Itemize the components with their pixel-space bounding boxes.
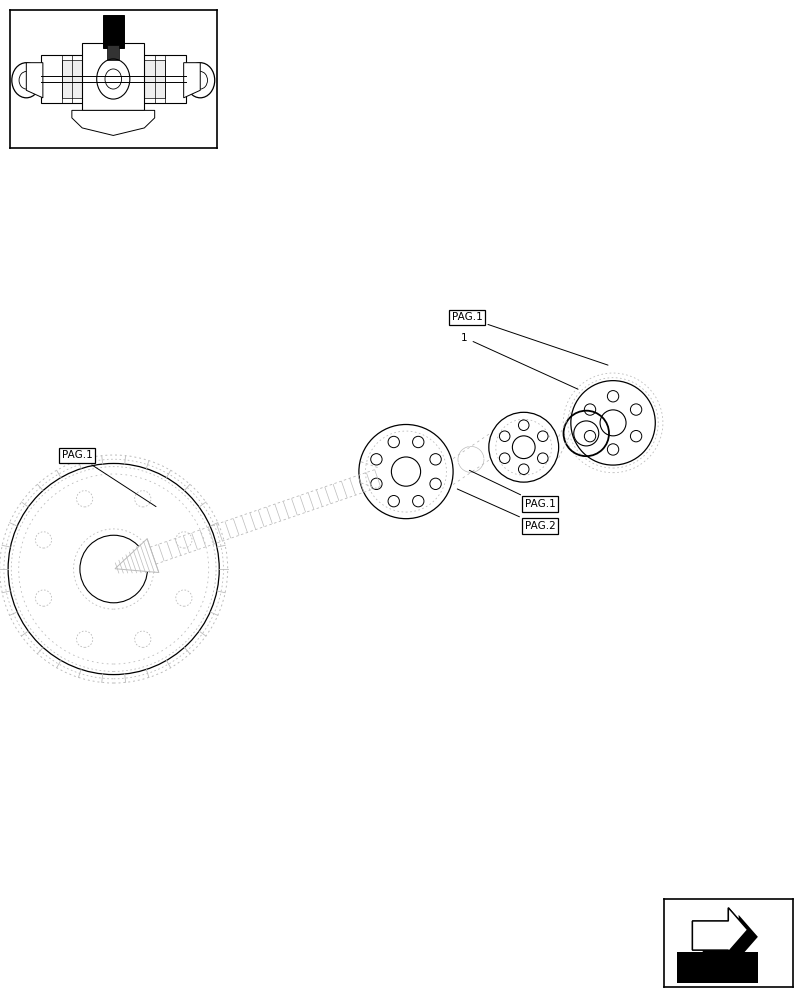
Polygon shape	[82, 43, 144, 110]
Polygon shape	[183, 63, 200, 98]
Circle shape	[19, 71, 33, 89]
Circle shape	[193, 71, 208, 89]
Polygon shape	[26, 63, 43, 98]
Circle shape	[186, 63, 214, 98]
Polygon shape	[72, 110, 155, 135]
Polygon shape	[702, 915, 757, 959]
Text: PAG.1: PAG.1	[451, 312, 607, 365]
Polygon shape	[676, 952, 757, 983]
Polygon shape	[692, 908, 747, 952]
Text: PAG.1: PAG.1	[469, 470, 555, 509]
Polygon shape	[107, 45, 119, 60]
Polygon shape	[692, 908, 747, 952]
Text: 1: 1	[461, 333, 577, 389]
Polygon shape	[62, 60, 165, 98]
Polygon shape	[115, 539, 159, 573]
Text: PAG.2: PAG.2	[457, 489, 555, 531]
Circle shape	[12, 63, 41, 98]
Polygon shape	[41, 55, 186, 103]
Text: PAG.1: PAG.1	[62, 450, 156, 507]
Polygon shape	[103, 15, 123, 48]
